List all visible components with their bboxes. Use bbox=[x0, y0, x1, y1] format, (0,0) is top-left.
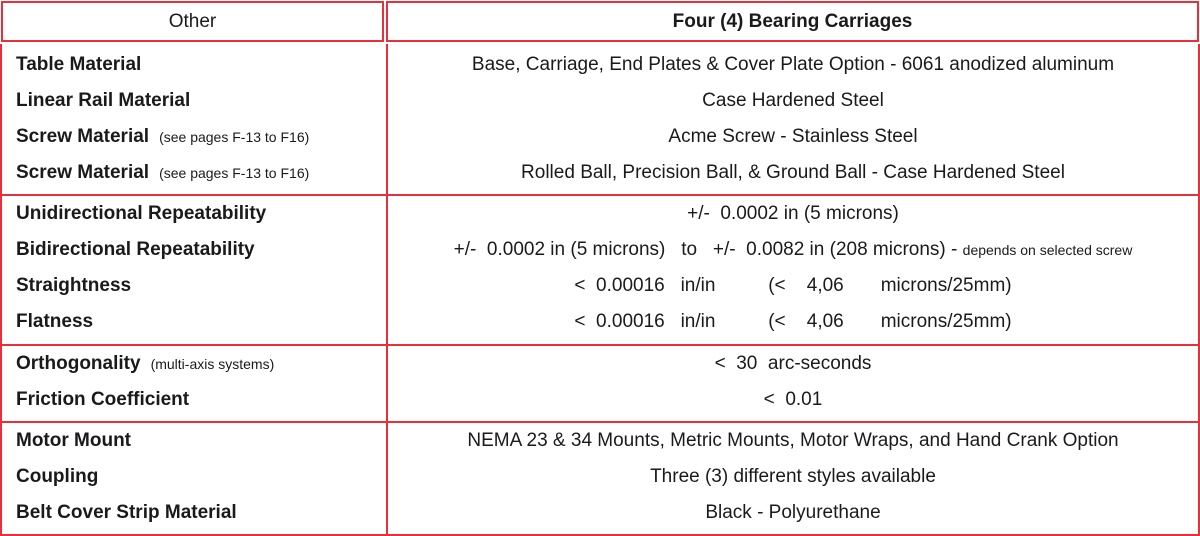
row-label: Unidirectional Repeatability bbox=[16, 203, 267, 224]
table-body-frame bbox=[0, 44, 1200, 536]
row-label: Orthogonality (multi-axis systems) bbox=[16, 353, 275, 374]
row-label: Motor Mount bbox=[16, 430, 132, 451]
row-value-note: depends on selected screw bbox=[962, 242, 1133, 258]
table-row: Bidirectional Repeatability +/- 0.0002 i… bbox=[0, 232, 1200, 268]
row-note: (see pages F-13 to F16) bbox=[159, 165, 310, 181]
group-divider bbox=[0, 194, 1200, 196]
group-divider bbox=[0, 421, 1200, 423]
table-row: Screw Material (see pages F-13 to F16) Ro… bbox=[0, 155, 1200, 191]
row-value: Three (3) different styles available bbox=[650, 466, 936, 487]
group-divider bbox=[0, 344, 1200, 346]
row-label: Friction Coefficient bbox=[16, 389, 190, 410]
row-value: < 0.00016 in/in (< 4,06 microns/25mm) bbox=[574, 275, 1012, 296]
table-row: Flatness < 0.00016 in/in (< 4,06 microns… bbox=[0, 304, 1200, 340]
table-row: Motor Mount NEMA 23 & 34 Mounts, Metric … bbox=[0, 423, 1200, 459]
row-value: Acme Screw - Stainless Steel bbox=[668, 126, 918, 147]
row-label: Screw Material (see pages F-13 to F16) bbox=[16, 162, 310, 183]
table-row: Table Material Base, Carriage, End Plate… bbox=[0, 47, 1200, 83]
row-label: Linear Rail Material bbox=[16, 90, 191, 111]
table-row: Screw Material (see pages F-13 to F16) Ac… bbox=[0, 119, 1200, 155]
row-label: Table Material bbox=[16, 54, 142, 75]
table-row: Unidirectional Repeatability +/- 0.0002 … bbox=[0, 196, 1200, 232]
row-value: < 30 arc-seconds bbox=[714, 353, 872, 374]
row-value: < 0.00016 in/in (< 4,06 microns/25mm) bbox=[574, 311, 1012, 332]
table-row: Linear Rail Material Case Hardened Steel bbox=[0, 83, 1200, 119]
row-value: +/- 0.0002 in (5 microns) bbox=[687, 203, 899, 224]
row-note: (see pages F-13 to F16) bbox=[159, 129, 310, 145]
table-row: Friction Coefficient < 0.01 bbox=[0, 382, 1200, 418]
row-label: Coupling bbox=[16, 466, 99, 487]
column-divider bbox=[386, 44, 388, 536]
row-label: Belt Cover Strip Material bbox=[16, 502, 237, 523]
row-label: Screw Material (see pages F-13 to F16) bbox=[16, 126, 310, 147]
row-label: Bidirectional Repeatability bbox=[16, 239, 255, 260]
table-row: Orthogonality (multi-axis systems) < 30 a… bbox=[0, 346, 1200, 382]
row-value: < 0.01 bbox=[763, 389, 823, 410]
row-label: Flatness bbox=[16, 311, 94, 332]
header-bearing-carriages: Four (4) Bearing Carriages bbox=[386, 1, 1199, 42]
header-other: Other bbox=[1, 1, 384, 42]
row-value: Black - Polyurethane bbox=[705, 502, 881, 523]
row-label: Straightness bbox=[16, 275, 132, 296]
table-row: Straightness < 0.00016 in/in (< 4,06 mic… bbox=[0, 268, 1200, 304]
row-value: Case Hardened Steel bbox=[702, 90, 884, 111]
row-value: +/- 0.0002 in (5 microns) to +/- 0.0082 … bbox=[453, 239, 1133, 260]
table-row: Belt Cover Strip Material Black - Polyur… bbox=[0, 495, 1200, 531]
row-note: (multi-axis systems) bbox=[150, 356, 275, 372]
table-header: Other Four (4) Bearing Carriages bbox=[0, 0, 1200, 44]
row-value: Base, Carriage, End Plates & Cover Plate… bbox=[471, 54, 1115, 75]
table-row: Coupling Three (3) different styles avai… bbox=[0, 459, 1200, 495]
row-value: NEMA 23 & 34 Mounts, Metric Mounts, Moto… bbox=[467, 430, 1119, 451]
row-value: Rolled Ball, Precision Ball, & Ground Ba… bbox=[521, 162, 1065, 183]
